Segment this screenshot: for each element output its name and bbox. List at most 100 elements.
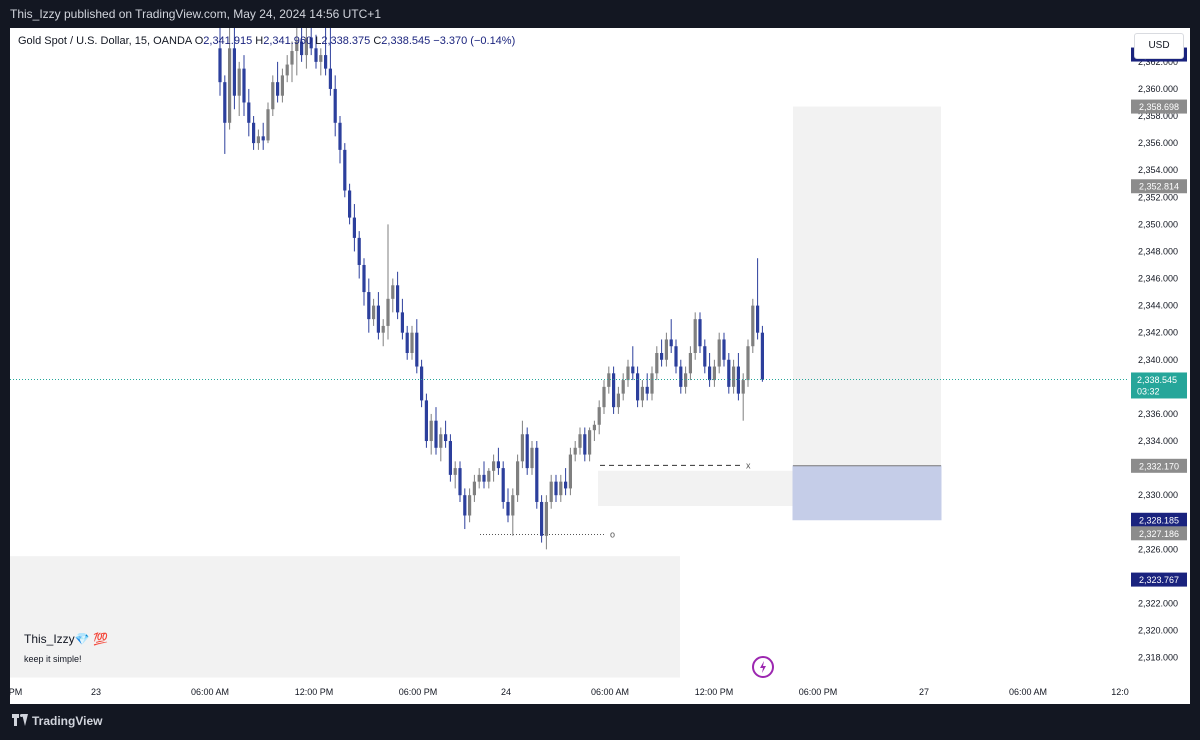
candle-body <box>674 346 678 367</box>
y-tick-label: 2,350.000 <box>1138 219 1178 229</box>
candle <box>693 312 697 360</box>
candle <box>290 41 294 83</box>
candle-body <box>688 353 692 374</box>
candle <box>381 319 385 347</box>
y-tick-label: 2,342.000 <box>1138 328 1178 338</box>
x-tick-label: 27 <box>919 687 929 697</box>
candle <box>679 359 683 394</box>
candle-body <box>736 366 740 394</box>
price-badge-bg <box>1131 512 1187 527</box>
candle <box>434 407 438 455</box>
currency-button[interactable]: USD <box>1134 33 1184 59</box>
candle-body <box>367 292 371 320</box>
low-label: L <box>315 35 322 47</box>
candle <box>458 461 462 502</box>
candle <box>405 325 409 360</box>
open-label: O <box>194 35 204 47</box>
chart-frame[interactable]: xo2,318.0002,320.0002,322.0002,324.0002,… <box>10 28 1190 704</box>
tradingview-logo[interactable]: TradingView <box>12 714 102 728</box>
candle <box>496 447 500 475</box>
candle <box>602 380 606 414</box>
candle <box>669 319 673 353</box>
candle <box>583 427 587 462</box>
candle-body <box>751 305 755 347</box>
price-badge: 2,358.698 <box>1131 99 1187 114</box>
candle-body <box>573 447 577 455</box>
candle-body <box>434 420 438 448</box>
lightning-icon[interactable] <box>752 656 774 678</box>
last-price-value: 2,338.545 <box>1137 375 1177 385</box>
candle-body <box>684 373 688 387</box>
candle-body <box>405 332 409 353</box>
candle <box>655 346 659 381</box>
publish-info: This_Izzy published on TradingView.com, … <box>10 7 381 21</box>
candle <box>664 332 668 367</box>
candle-body <box>256 136 260 144</box>
candle-body <box>386 298 390 326</box>
candle <box>429 413 433 455</box>
candle <box>367 278 371 333</box>
ohlc-legend: Gold Spot / U.S. Dollar, 15, OANDA O2,34… <box>18 35 515 47</box>
candle <box>453 461 457 489</box>
x-tick-label: 06:00 AM <box>191 687 229 697</box>
x-tick-label: 12:00 PM <box>295 687 334 697</box>
candle <box>717 332 721 374</box>
candle-body <box>352 217 356 238</box>
candle-body <box>314 48 318 62</box>
price-badge: 2,352.814 <box>1131 179 1187 194</box>
high-label: H <box>255 35 264 47</box>
price-badge: 2,323.767 <box>1131 572 1187 587</box>
candle <box>520 420 524 469</box>
candle <box>616 386 620 414</box>
candle-body <box>276 82 280 96</box>
price-chart[interactable]: xo2,318.0002,320.0002,322.0002,324.0002,… <box>10 28 1190 704</box>
candle <box>400 298 404 340</box>
candle-body <box>261 136 265 141</box>
y-tick-label: 2,362.000 <box>1138 57 1178 67</box>
close-value: 2,338.545 <box>381 35 431 47</box>
candle <box>218 28 222 96</box>
candle <box>573 441 577 462</box>
candle <box>415 319 419 374</box>
last-price-countdown: 03:32 <box>1137 386 1160 396</box>
candle-body <box>616 393 620 408</box>
candle-body <box>650 373 654 394</box>
candle-body <box>362 264 366 293</box>
x-tick-label: 06:00 PM <box>399 687 438 697</box>
y-tick-label: 2,348.000 <box>1138 246 1178 256</box>
candle-body <box>612 373 616 408</box>
lightning-glyph <box>760 661 766 673</box>
y-tick-label: 2,336.000 <box>1138 409 1178 419</box>
candle-body <box>621 380 625 394</box>
candle-body <box>290 51 294 65</box>
price-badge-label: 2,327.186 <box>1139 529 1179 539</box>
level-line-marker: o <box>610 529 615 539</box>
candle <box>362 258 366 306</box>
candle <box>439 427 443 462</box>
candle <box>482 461 486 489</box>
candle <box>746 339 750 387</box>
candle-body <box>424 400 428 442</box>
level-line-marker: x <box>746 460 751 470</box>
candle-body <box>741 380 745 394</box>
candle <box>516 454 520 502</box>
candle <box>309 28 313 56</box>
candle <box>391 278 395 313</box>
y-tick-label: 2,320.000 <box>1138 626 1178 636</box>
candle-body <box>487 470 491 482</box>
tradingview-logo-icon <box>12 714 28 726</box>
candle-body <box>391 285 395 299</box>
candle <box>578 427 582 455</box>
candle <box>708 353 712 387</box>
price-badge-bg <box>1131 526 1187 541</box>
candle-body <box>453 468 457 475</box>
x-tick-label: 06:00 AM <box>591 687 629 697</box>
candle <box>448 434 452 482</box>
candle <box>501 461 505 509</box>
candle-body <box>640 386 644 401</box>
candle <box>756 258 760 340</box>
candle-body <box>664 339 668 360</box>
candle-body <box>698 319 702 347</box>
candle-body <box>756 305 760 333</box>
price-axis <box>1128 28 1190 704</box>
